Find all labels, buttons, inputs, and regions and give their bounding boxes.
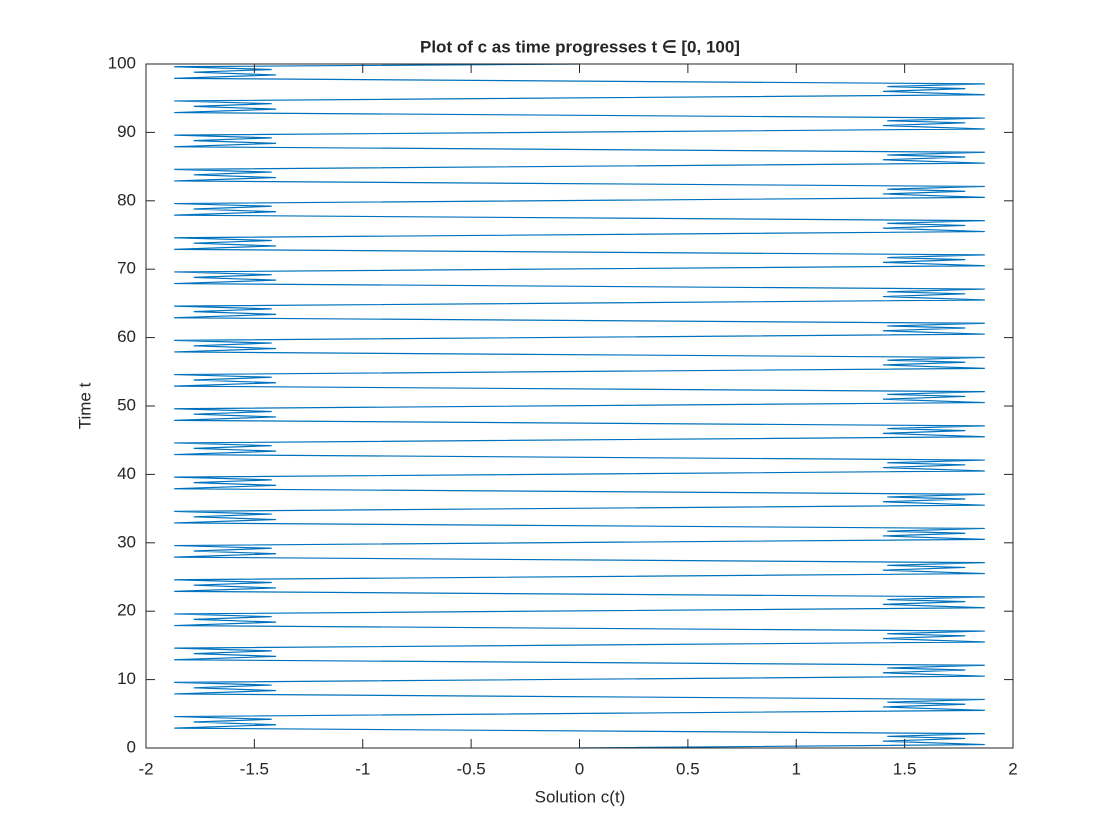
y-tick-label: 90 (117, 122, 136, 141)
y-tick-label: 0 (127, 737, 136, 756)
x-tick-label: -0.5 (456, 759, 485, 778)
y-axis-label: Time t (75, 382, 94, 429)
x-tick-label: 1.5 (893, 759, 917, 778)
x-tick-label: 0 (575, 759, 584, 778)
data-line (174, 63, 985, 749)
y-tick-label: 30 (117, 532, 136, 551)
y-tick-label: 60 (117, 327, 136, 346)
y-tick-label: 80 (117, 190, 136, 209)
y-tick-label: 100 (108, 53, 136, 72)
x-tick-label: -2 (138, 759, 153, 778)
x-tick-label: -1.5 (240, 759, 269, 778)
x-tick-label: 2 (1008, 759, 1017, 778)
x-tick-label: 0.5 (676, 759, 700, 778)
y-tick-label: 10 (117, 669, 136, 688)
y-tick-label: 70 (117, 259, 136, 278)
y-tick-label: 20 (117, 601, 136, 620)
chart-title: Plot of c as time progresses t ∈ [0, 100… (420, 37, 740, 56)
y-tick-label: 50 (117, 395, 136, 414)
x-axis-label: Solution c(t) (535, 787, 626, 806)
x-tick-label: -1 (355, 759, 370, 778)
x-tick-label: 1 (792, 759, 801, 778)
y-tick-label: 40 (117, 464, 136, 483)
